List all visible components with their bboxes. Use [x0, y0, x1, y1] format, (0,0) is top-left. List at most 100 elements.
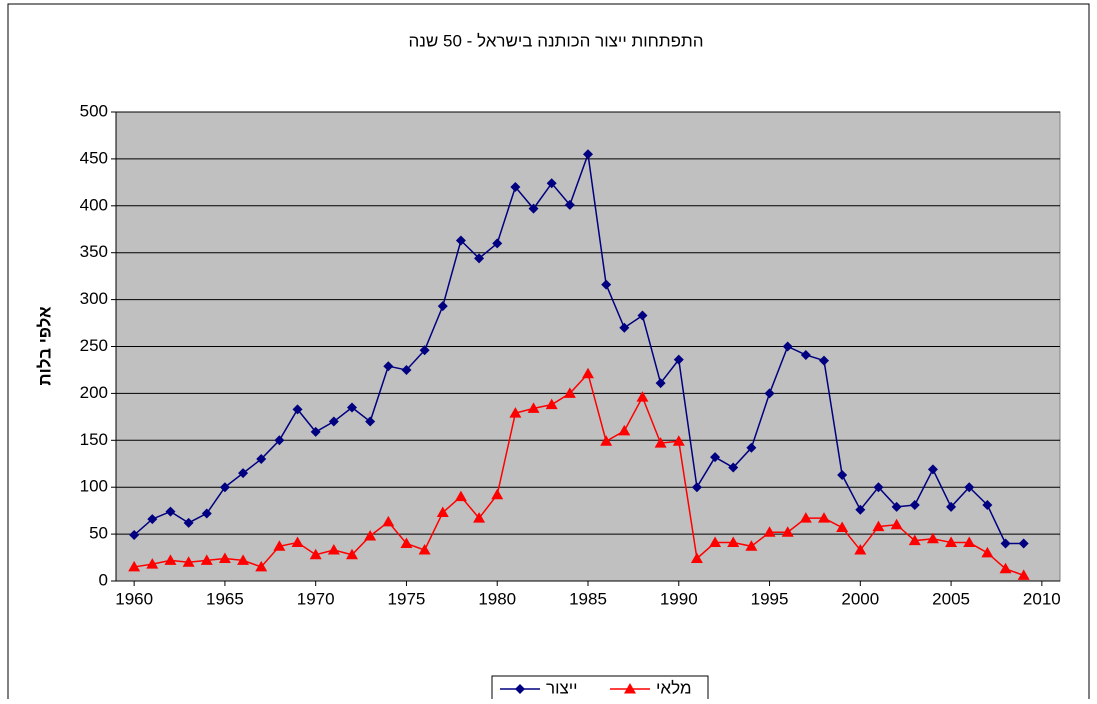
- data-point: [455, 235, 466, 246]
- data-point: [600, 435, 613, 446]
- y-tick-label: 300: [80, 289, 108, 308]
- x-tick-label: 1995: [751, 589, 789, 608]
- data-point: [891, 501, 902, 512]
- data-point: [836, 521, 849, 533]
- data-point: [238, 468, 249, 479]
- data-point: [710, 452, 721, 463]
- data-point: [854, 544, 867, 555]
- data-point: [310, 426, 321, 437]
- data-point: [908, 534, 921, 546]
- legend-label: ייצור: [546, 678, 578, 697]
- x-tick-label: 2010: [1023, 589, 1061, 608]
- data-point: [129, 530, 140, 541]
- data-point: [436, 506, 449, 518]
- data-point: [255, 560, 268, 572]
- data-point: [690, 552, 703, 563]
- data-point: [201, 508, 212, 519]
- data-point: [291, 536, 304, 548]
- data-point: [982, 500, 993, 511]
- data-point: [182, 556, 195, 567]
- data-point: [601, 279, 612, 290]
- y-tick-label: 150: [80, 430, 108, 449]
- data-point: [637, 310, 648, 321]
- data-point: [727, 536, 740, 548]
- data-point: [400, 537, 413, 548]
- data-point: [309, 548, 322, 560]
- data-point: [165, 506, 176, 517]
- x-tick-label: 1985: [569, 589, 607, 608]
- x-tick-label: 1990: [660, 589, 698, 608]
- y-tick-label: 400: [80, 195, 108, 214]
- data-point: [183, 517, 194, 528]
- data-point: [981, 546, 994, 558]
- data-point: [800, 349, 811, 360]
- data-point: [945, 536, 958, 548]
- data-point: [292, 404, 303, 415]
- data-point: [454, 490, 467, 502]
- data-point: [999, 562, 1012, 574]
- data-point: [782, 341, 793, 352]
- data-point: [564, 199, 575, 210]
- data-point: [709, 536, 722, 548]
- data-point: [872, 520, 885, 532]
- data-point: [492, 238, 503, 249]
- data-point: [964, 482, 975, 493]
- data-point: [327, 544, 340, 555]
- data-point: [763, 526, 776, 537]
- data-point: [273, 540, 286, 551]
- data-point: [873, 482, 884, 493]
- chart-title: התפתחות ייצור הכותנה בישראל - 50 שנה: [409, 31, 704, 50]
- data-point: [509, 407, 522, 418]
- data-point: [437, 301, 448, 312]
- data-point: [364, 529, 377, 541]
- data-point: [347, 402, 357, 413]
- data-point: [346, 548, 358, 560]
- data-point: [946, 501, 957, 512]
- y-tick-label: 100: [80, 477, 108, 496]
- data-point: [237, 554, 250, 565]
- data-point: [218, 552, 231, 563]
- y-tick-label: 200: [80, 383, 108, 402]
- data-point: [618, 424, 631, 436]
- data-point: [200, 554, 213, 565]
- x-tick-label: 1975: [388, 589, 426, 608]
- data-point: [583, 149, 593, 160]
- data-point: [563, 387, 576, 398]
- data-point: [365, 416, 376, 427]
- data-point: [164, 554, 177, 565]
- data-point: [147, 514, 158, 525]
- legend-marker: [515, 684, 525, 694]
- data-point: [654, 437, 667, 448]
- data-point: [582, 367, 594, 379]
- data-point: [764, 388, 775, 399]
- data-point: [419, 345, 430, 356]
- data-point: [274, 435, 285, 446]
- y-tick-label: 450: [80, 148, 108, 167]
- data-point: [890, 518, 903, 530]
- y-tick-label: 250: [80, 336, 108, 355]
- data-point: [691, 482, 702, 493]
- y-tick-label: 350: [80, 242, 108, 261]
- data-point: [1018, 538, 1029, 549]
- data-point: [927, 464, 938, 475]
- data-point: [328, 416, 339, 427]
- data-point: [745, 540, 758, 551]
- data-point: [636, 391, 649, 402]
- data-point: [746, 442, 757, 453]
- data-point: [527, 402, 540, 413]
- data-point: [655, 378, 666, 389]
- x-tick-label: 2005: [932, 589, 970, 608]
- x-tick-label: 1960: [115, 589, 153, 608]
- data-point: [818, 512, 830, 523]
- data-point: [909, 500, 920, 511]
- data-point: [473, 512, 486, 523]
- data-point: [1017, 569, 1030, 580]
- data-point: [799, 512, 812, 523]
- x-tick-label: 1965: [206, 589, 244, 608]
- x-tick-label: 2000: [841, 589, 879, 608]
- legend-label: מלאי: [656, 678, 692, 697]
- data-point: [672, 435, 685, 446]
- data-point: [146, 558, 159, 569]
- data-point: [382, 515, 395, 527]
